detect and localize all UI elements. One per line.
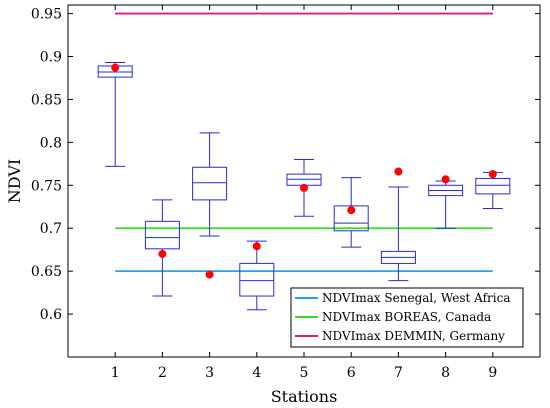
x-tick-label: 9	[488, 365, 497, 381]
x-tick-label: 8	[441, 365, 450, 381]
box	[333, 205, 369, 232]
y-axis: 0.6 0.65 0.7 0.75 0.8 0.85 0.9 0.95	[31, 7, 540, 323]
box	[192, 166, 228, 201]
x-axis: 1 2 3 4 5 6 7 8 9	[111, 5, 497, 381]
x-tick-label: 4	[252, 365, 261, 381]
boxplots	[97, 62, 511, 311]
legend-label: NDVImax BOREAS, Canada	[322, 310, 491, 324]
y-tick-label: 0.95	[31, 7, 62, 23]
x-tick-label: 6	[347, 365, 356, 381]
y-tick-label: 0.7	[40, 221, 62, 237]
legend-box	[290, 287, 524, 348]
red-point	[158, 249, 167, 258]
x-tick-label: 2	[158, 365, 167, 381]
x-axis-label: Stations	[271, 387, 338, 406]
legend-label: NDVImax DEMMIN, Germany	[322, 329, 505, 343]
x-tick-label: 5	[300, 365, 309, 381]
red-point	[441, 175, 450, 184]
legend-label: NDVImax Senegal, West Africa	[322, 291, 510, 305]
box	[475, 177, 511, 195]
red-point	[394, 167, 403, 176]
x-tick-label: 3	[205, 365, 214, 381]
y-tick-label: 0.8	[40, 135, 62, 151]
red-point	[347, 206, 356, 215]
red-point	[111, 63, 120, 72]
red-points	[111, 63, 497, 279]
y-tick-label: 0.75	[31, 178, 62, 194]
y-tick-label: 0.65	[31, 264, 62, 280]
x-tick-label: 1	[111, 365, 120, 381]
y-tick-label: 0.9	[40, 50, 62, 66]
box	[144, 220, 180, 250]
y-tick-label: 0.6	[40, 307, 62, 323]
box	[239, 262, 275, 297]
y-axis-label: NDVI	[5, 159, 24, 203]
reference-lines	[115, 12, 493, 273]
legend: NDVImax Senegal, West Africa NDVImax BORE…	[290, 287, 524, 348]
red-point	[205, 270, 214, 279]
red-point	[300, 183, 308, 192]
x-tick-label: 7	[394, 365, 403, 381]
y-tick-label: 0.85	[31, 92, 62, 108]
red-point	[252, 242, 261, 251]
red-point	[488, 170, 497, 179]
